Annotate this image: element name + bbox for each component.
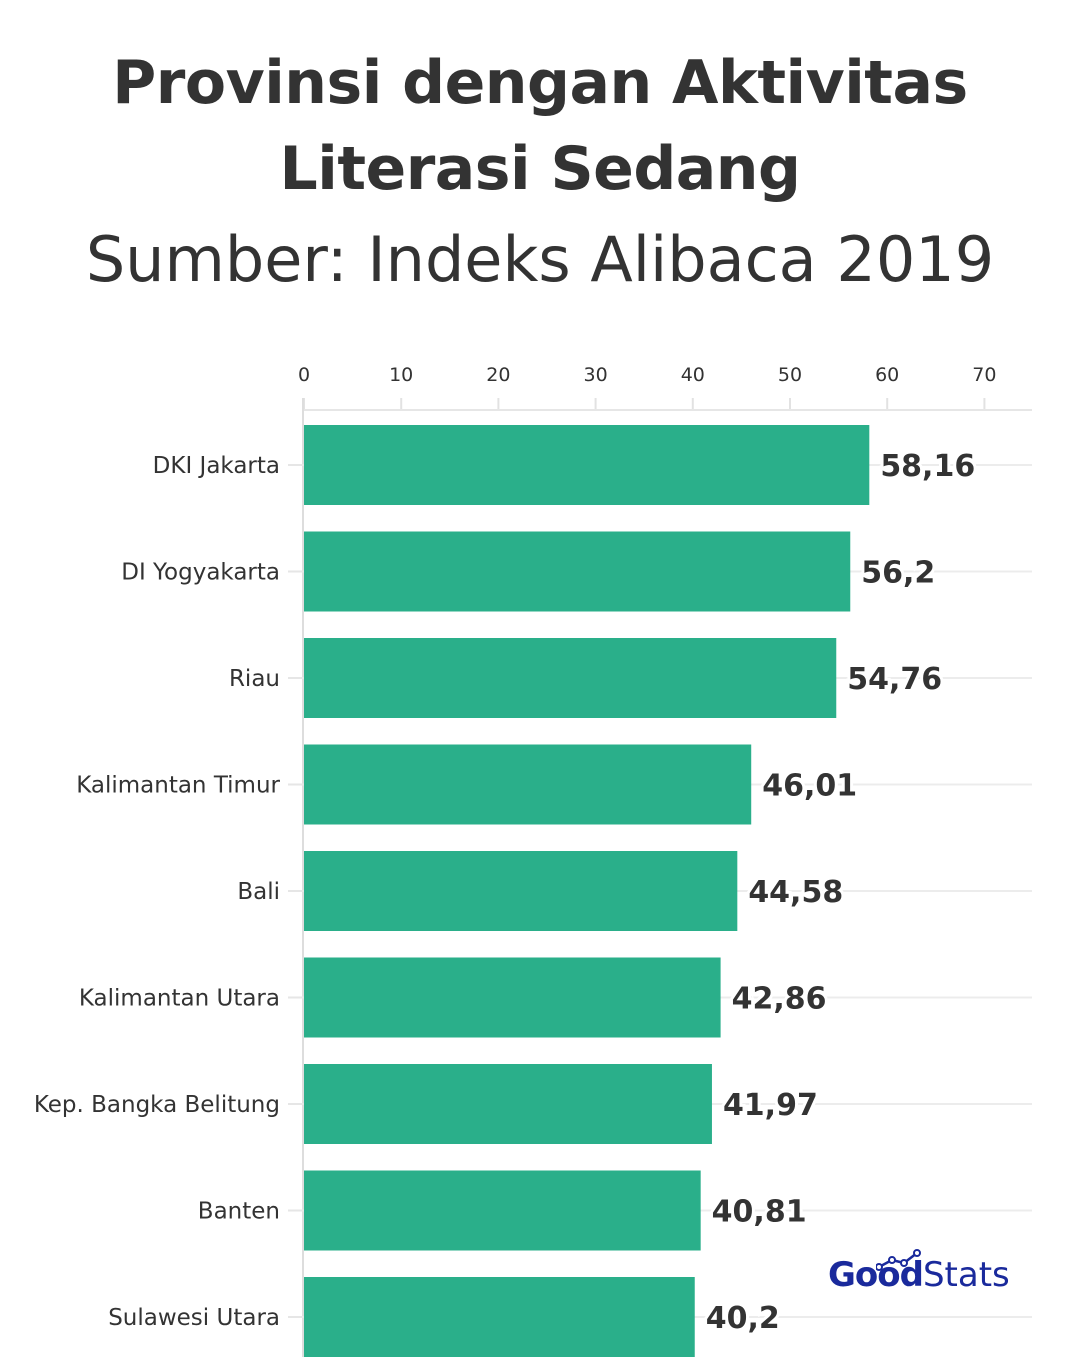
data-label: 46,01 bbox=[762, 769, 857, 804]
bar bbox=[304, 957, 721, 1038]
x-tick-label: 70 bbox=[972, 364, 996, 386]
data-label: 54,76 bbox=[847, 662, 942, 697]
x-tick-label: 30 bbox=[584, 364, 608, 386]
data-label: 41,97 bbox=[723, 1088, 818, 1123]
x-tick-label: 40 bbox=[681, 364, 705, 386]
category-label: Sulawesi Utara bbox=[108, 1305, 280, 1331]
goodstats-logo: GoodStats bbox=[828, 1249, 1010, 1295]
bar bbox=[304, 531, 851, 612]
category-label: Bali bbox=[237, 879, 280, 905]
data-label: 58,16 bbox=[880, 449, 975, 484]
category-label: Kalimantan Timur bbox=[76, 773, 280, 799]
x-tick-label: 20 bbox=[486, 364, 510, 386]
bar bbox=[304, 1170, 701, 1251]
bar bbox=[304, 1277, 695, 1357]
category-label: Kep. Bangka Belitung bbox=[34, 1092, 280, 1118]
x-tick-label: 60 bbox=[875, 364, 899, 386]
logo-text-light: Stats bbox=[922, 1255, 1010, 1295]
category-label: Banten bbox=[198, 1199, 280, 1225]
data-label: 40,81 bbox=[712, 1195, 807, 1230]
category-label: DKI Jakarta bbox=[153, 453, 280, 479]
chart-subtitle: Sumber: Indeks Alibaca 2019 bbox=[85, 223, 995, 296]
data-label: 44,58 bbox=[748, 875, 843, 910]
bar bbox=[304, 851, 738, 931]
bar bbox=[304, 638, 837, 718]
category-label: Kalimantan Utara bbox=[79, 986, 280, 1012]
x-tick-label: 10 bbox=[389, 364, 413, 386]
bar bbox=[304, 744, 752, 825]
category-label: DI Yogyakarta bbox=[121, 560, 280, 586]
data-label: 56,2 bbox=[861, 556, 935, 591]
bar bbox=[304, 425, 870, 505]
logo-text-bold: Good bbox=[828, 1255, 924, 1295]
data-label: 40,2 bbox=[706, 1301, 780, 1336]
bar bbox=[304, 1064, 712, 1144]
category-label: Riau bbox=[229, 666, 280, 692]
trend-line-icon bbox=[876, 1249, 921, 1271]
chart-title: Provinsi dengan Aktivitas Literasi Sedan… bbox=[112, 48, 968, 204]
data-label: 42,86 bbox=[732, 982, 827, 1017]
x-tick-label: 0 bbox=[298, 364, 310, 386]
title-block: Provinsi dengan Aktivitas Literasi Sedan… bbox=[0, 40, 1080, 306]
x-tick-label: 50 bbox=[778, 364, 802, 386]
